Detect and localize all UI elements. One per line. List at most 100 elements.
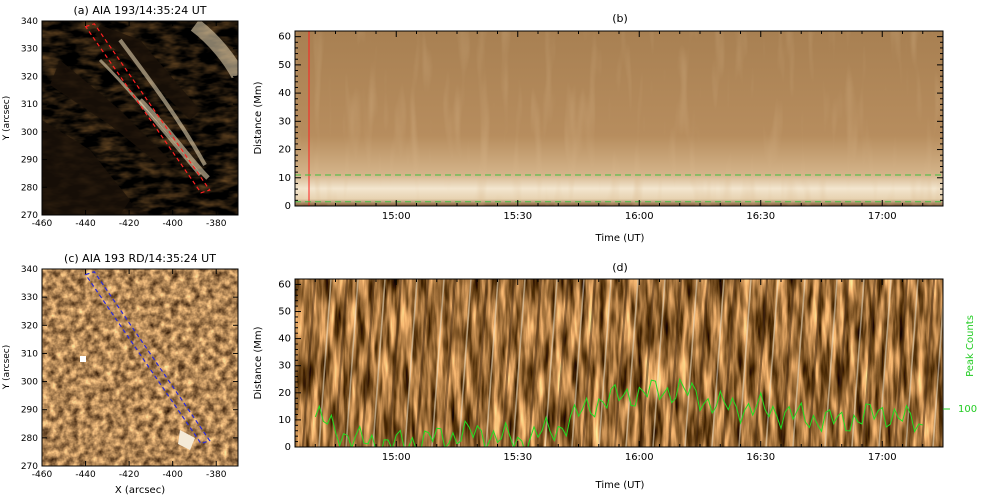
panel-d-streak xyxy=(473,279,489,447)
panel-d-streak xyxy=(318,279,332,447)
panel-d-streak xyxy=(458,279,472,447)
panel-d-streak xyxy=(711,279,725,447)
panel-d-streak xyxy=(780,279,796,447)
panel-a-title: (a) AIA 193/14:35:24 UT xyxy=(74,4,207,17)
panel-d-streak xyxy=(652,279,666,447)
panel-a-ytick-label: 300 xyxy=(21,128,38,138)
panel-c: (c) AIA 193 RD/14:35:24 UT -460 -440 -420-… xyxy=(2,252,239,495)
panel-d-ytick-label: 10 xyxy=(278,415,291,426)
panel-c-ytick-label: 320 xyxy=(21,321,38,331)
panel-a-ylabel: Y (arcsec) xyxy=(2,96,12,142)
panel-d-xtick-label: 17:00 xyxy=(868,452,897,463)
panel-a: (a) AIA 193/14:35:24 UT -460 -440 -420 -40 xyxy=(2,4,239,229)
panel-d-ylabel: Distance (Mm) xyxy=(253,326,264,399)
panel-c-ytick-label: 310 xyxy=(21,349,38,359)
panel-a-axes: -460 -440 -420 -400 -380 270 280 290 300 310 320 33… xyxy=(21,17,238,229)
panel-a-frame xyxy=(41,20,239,216)
panel-c-ytick-label: 300 xyxy=(21,378,38,388)
panel-d-streak xyxy=(807,279,823,447)
panel-b-ytick-label: 0 xyxy=(285,201,291,212)
panel-d-streak xyxy=(851,279,865,447)
panel-d-xtick-label: 16:30 xyxy=(746,452,775,463)
panel-d-streak xyxy=(345,279,359,447)
panel-b-guide-lines xyxy=(295,174,943,203)
panel-d-ytick-label: 30 xyxy=(278,361,291,372)
panel-d-streak xyxy=(431,279,445,447)
panel-b-title: (b) xyxy=(612,12,628,25)
panel-a-ytick-label: 340 xyxy=(21,17,38,27)
panel-d-xlabel: Time (UT) xyxy=(595,480,645,491)
panel-a-xtick-label: -460 xyxy=(32,219,53,229)
panel-d: (d) 15:00 15:30 16:00 16:30 17:00 0 10 20 30 40 50… xyxy=(253,261,977,491)
panel-d-streak xyxy=(893,279,909,447)
panel-b-xtick-label: 16:30 xyxy=(746,211,775,222)
panel-d-streak xyxy=(640,279,656,447)
panel-b-ytick-label: 10 xyxy=(278,173,291,184)
panel-a-ytick-label: 290 xyxy=(21,156,38,166)
panel-d-streak xyxy=(500,279,516,447)
panel-c-axes: -460 -440 -420 -400 -380 270 280 290 300 310 320 33… xyxy=(21,265,238,480)
panel-d-title: (d) xyxy=(612,261,628,274)
panel-d-streak xyxy=(414,279,430,447)
panel-c-xtick-label: -460 xyxy=(32,470,53,480)
panel-b-ytick-label: 60 xyxy=(278,32,291,43)
panel-d-streak xyxy=(527,279,543,447)
panel-d-streak xyxy=(571,279,585,447)
panel-d-streak xyxy=(878,279,892,447)
panel-d-streak xyxy=(694,279,710,447)
panel-d-streak xyxy=(485,279,499,447)
peak-counts-curve xyxy=(314,377,923,447)
panel-c-slit xyxy=(84,271,211,445)
panel-d-streak xyxy=(333,279,349,447)
panel-c-ytick-label: 340 xyxy=(21,265,38,275)
panel-d-streak xyxy=(581,279,597,447)
panel-d-axes: 15:00 15:30 16:00 16:30 17:00 0 10 20 30 40 50 60 xyxy=(278,279,924,463)
panel-b-xlabel: Time (UT) xyxy=(595,233,645,244)
panel-d-streak xyxy=(753,279,769,447)
panel-d-streak xyxy=(721,279,737,447)
panel-c-xtick-label: -440 xyxy=(75,470,96,480)
panel-c-ytick-label: 280 xyxy=(21,434,38,444)
panel-a-ytick-label: 330 xyxy=(21,45,38,55)
panel-d-right-tick: 100 xyxy=(958,404,977,415)
panel-d-streak xyxy=(372,279,386,447)
panel-d-streak xyxy=(301,279,317,447)
panel-d-ytick-label: 20 xyxy=(278,388,291,399)
panel-a-slit xyxy=(84,23,211,194)
panel-d-streak xyxy=(932,295,943,447)
panel-c-frame xyxy=(41,268,239,467)
panel-c-ylabel: Y (arcsec) xyxy=(2,345,12,391)
panel-b-xtick-label: 15:30 xyxy=(503,211,532,222)
panel-c-ytick-label: 330 xyxy=(21,293,38,303)
panel-d-streak xyxy=(554,279,570,447)
panel-d-streak xyxy=(598,279,612,447)
panel-c-bright-spot xyxy=(80,356,86,362)
panel-a-xtick-label: -400 xyxy=(162,219,183,229)
panel-a-ytick-label: 280 xyxy=(21,183,38,193)
panel-d-streak xyxy=(861,279,877,447)
panel-d-right-label: Peak Counts xyxy=(965,315,976,377)
panel-c-xtick-label: -420 xyxy=(119,470,140,480)
panel-b-xtick-label: 15:00 xyxy=(382,211,411,222)
panel-b-ytick-label: 30 xyxy=(278,116,291,127)
panel-b-ytick-label: 20 xyxy=(278,145,291,156)
panel-b-axes: 15:00 15:30 16:00 16:30 17:00 0 10 20 30 40 50 60 xyxy=(278,31,943,222)
panel-d-streak xyxy=(625,279,639,447)
panel-d-ytick-label: 60 xyxy=(278,279,291,290)
panel-c-xlabel: X (arcsec) xyxy=(115,485,165,495)
panel-b-xtick-label: 16:00 xyxy=(625,211,654,222)
panel-d-streak xyxy=(738,279,752,447)
panel-d-streaks xyxy=(301,279,943,447)
panel-d-streak xyxy=(360,279,376,447)
panel-b-xtick-label: 17:00 xyxy=(868,211,897,222)
panel-c-ytick-label: 270 xyxy=(21,462,38,472)
panel-d-ytick-label: 0 xyxy=(285,442,291,453)
panel-a-dark-lanes xyxy=(42,25,200,215)
panel-d-streak xyxy=(404,279,418,447)
panel-c-title: (c) AIA 193 RD/14:35:24 UT xyxy=(64,252,216,265)
panel-d-streak xyxy=(792,279,806,447)
panel-a-ytick-label: 310 xyxy=(21,100,38,110)
panel-d-streak xyxy=(684,279,698,447)
panel-c-ytick-label: 290 xyxy=(21,406,38,416)
